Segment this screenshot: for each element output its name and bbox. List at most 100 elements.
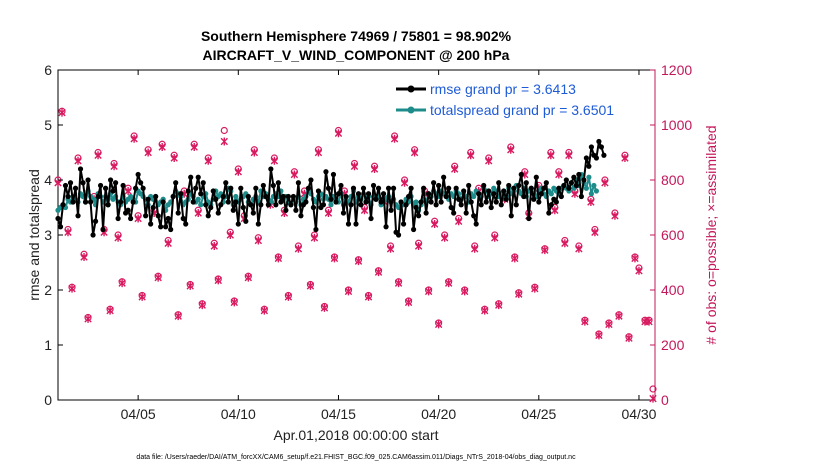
rmse-point <box>468 199 474 205</box>
rmse-point <box>400 221 407 227</box>
rmse-point <box>383 224 389 230</box>
obs-assimilated-marker <box>198 301 206 310</box>
rmse-point <box>170 193 176 200</box>
obs-assimilated-marker <box>491 233 499 242</box>
obs-assimilated-marker <box>274 254 283 263</box>
rmse-point <box>250 210 256 216</box>
rmse-point <box>273 202 279 208</box>
rmse-point <box>441 174 447 180</box>
obs-assimilated-marker <box>414 242 423 250</box>
obs-assimilated-marker <box>306 281 315 290</box>
rmse-point <box>523 180 529 186</box>
obs-assimilated-marker <box>320 303 329 312</box>
x-tick-label: 04/30 <box>621 406 656 422</box>
rmse-point <box>225 199 231 205</box>
y-tick-label: 5 <box>44 117 52 133</box>
obs-assimilated-marker <box>190 143 198 151</box>
rmse-point <box>208 204 214 211</box>
rmse-point <box>410 226 417 233</box>
obs-assimilated-marker <box>611 211 619 220</box>
y2-tick-label: 0 <box>661 392 669 408</box>
obs-assimilated-marker <box>595 331 603 340</box>
plot-frame <box>57 69 656 401</box>
rmse-point <box>85 177 91 183</box>
obs-assimilated-marker <box>565 151 573 160</box>
obs-assimilated-marker <box>284 292 293 301</box>
rmse-point <box>303 199 309 205</box>
rmse-point <box>345 221 352 227</box>
rmse-point <box>348 202 354 208</box>
rmse-point <box>92 218 99 224</box>
rmse-point <box>218 202 224 208</box>
rmse-point <box>70 199 76 205</box>
y-tick-label: 2 <box>44 282 52 298</box>
y2-tick-label: 1200 <box>661 62 692 78</box>
rmse-point <box>350 185 357 191</box>
legend-spread-marker <box>407 106 415 114</box>
obs-assimilated-marker <box>360 206 369 215</box>
rmse-point <box>75 213 81 219</box>
rmse-point <box>498 202 504 208</box>
obs-assimilated-marker <box>404 298 413 307</box>
rmse-point <box>168 226 174 233</box>
obs-assimilated-marker <box>511 254 519 263</box>
plot-area <box>57 69 656 401</box>
rmse-point <box>340 210 347 216</box>
obs-assimilated-marker <box>601 178 609 187</box>
rmse-point <box>353 221 359 227</box>
rmse-point <box>128 215 134 222</box>
rmse-point <box>548 202 554 208</box>
rmse-point <box>107 177 114 183</box>
totalspread-point <box>591 182 597 189</box>
rmse-point <box>446 185 452 191</box>
rmse-point <box>183 221 189 227</box>
rmse-point <box>526 215 532 222</box>
rmse-point <box>458 202 464 208</box>
rmse-point <box>365 191 372 197</box>
rmse-point <box>543 180 549 186</box>
rmse-point <box>90 232 96 238</box>
rmse-point <box>501 188 507 194</box>
totalspread-point <box>548 191 554 197</box>
rmse-point <box>418 199 424 205</box>
rmse-point <box>145 196 151 202</box>
rmse-point <box>375 185 382 191</box>
obs-assimilated-marker <box>144 148 152 157</box>
rmse-point <box>235 221 241 227</box>
rmse-point <box>488 204 494 211</box>
totalspread-point <box>586 174 592 180</box>
x-tick-label: 04/05 <box>121 406 156 422</box>
y2-tick-label: 800 <box>661 172 685 188</box>
rmse-point <box>408 185 414 191</box>
rmse-point <box>193 185 199 191</box>
obs-assimilated-marker <box>507 145 515 154</box>
obs-assimilated-marker <box>80 253 88 261</box>
rmse-point <box>380 191 387 197</box>
obs-possible-marker <box>220 126 228 135</box>
rmse-point <box>518 171 524 178</box>
rmse-point <box>138 180 144 186</box>
rmse-point <box>448 204 454 211</box>
obs-assimilated-marker <box>615 312 623 321</box>
obs-assimilated-marker <box>194 209 202 217</box>
rmse-point <box>421 185 427 191</box>
obs-assimilated-marker <box>294 244 303 253</box>
obs-assimilated-marker <box>591 228 599 237</box>
obs-assimilated-marker <box>625 334 633 343</box>
totalspread-point <box>195 196 201 202</box>
obs-assimilated-marker <box>164 239 172 248</box>
rmse-point <box>461 188 467 194</box>
rmse-point <box>77 166 84 172</box>
rmse-point <box>556 185 562 191</box>
rmse-point <box>248 202 254 208</box>
rmse-point <box>263 193 269 200</box>
rmse-point <box>198 191 204 197</box>
rmse-point <box>265 202 271 208</box>
rmse-point <box>395 232 402 238</box>
obs-assimilated-marker <box>74 156 82 165</box>
obs-assimilated-marker <box>410 148 419 157</box>
y-axis-left: 0 1 2 3 4 5 6 <box>44 62 63 408</box>
obs-assimilated-marker <box>118 279 126 288</box>
rmse-point <box>451 210 457 216</box>
legend-rmse-label: rmse grand pr = 3.6413 <box>430 81 576 97</box>
